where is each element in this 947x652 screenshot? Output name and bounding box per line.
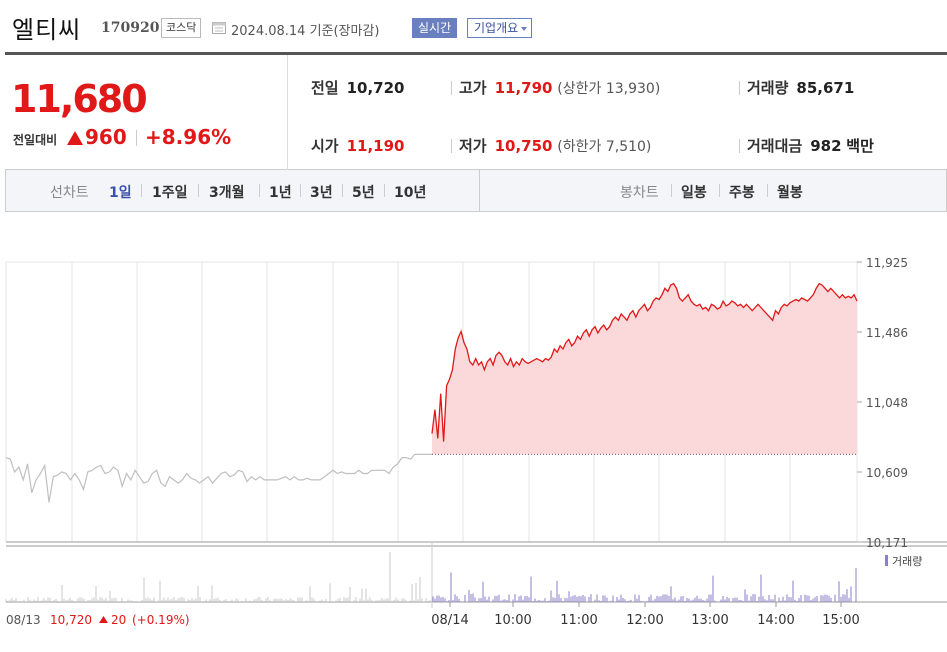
prev-day-date: 08/13 bbox=[6, 613, 41, 627]
candle-chart-label: 봉차트 bbox=[620, 185, 659, 201]
open-label: 시가 bbox=[311, 137, 339, 155]
price-change: 960 bbox=[67, 125, 127, 149]
volume-legend-label: 거래량 bbox=[892, 555, 922, 568]
upper-limit: (상한가 13,930) bbox=[557, 81, 661, 97]
calendar-icon bbox=[212, 22, 226, 34]
tab-5year[interactable]: 5년 bbox=[352, 185, 375, 201]
tab-3year[interactable]: 3년 bbox=[310, 185, 333, 201]
trade-amount-unit: 백만 bbox=[846, 137, 874, 155]
y-tick-label: 11,486 bbox=[866, 326, 908, 340]
tab-1day[interactable]: 1일 bbox=[109, 185, 132, 201]
trade-amount: 거래대금 982 백만 bbox=[747, 135, 874, 156]
company-overview-label: 기업개요 bbox=[474, 21, 519, 35]
low-label: 저가 bbox=[459, 137, 487, 155]
tab-monthly-candle[interactable]: 월봉 bbox=[777, 185, 803, 201]
realtime-button[interactable]: 실시간 bbox=[412, 18, 458, 38]
quote-panel: 11,680 전일대비 960 +8.96% 전일 10,720 시가 11,190… bbox=[5, 52, 947, 170]
trade-amount-label: 거래대금 bbox=[747, 137, 803, 155]
tab-weekly-candle[interactable]: 주봉 bbox=[729, 185, 755, 201]
price-chart: 11,925 11,486 11,048 10,609 10,171 08/14 10:0… bbox=[5, 256, 947, 628]
volume-legend: 거래량 bbox=[885, 555, 922, 568]
price-change-pct: +8.96% bbox=[136, 125, 231, 149]
lower-limit: (하한가 7,510) bbox=[557, 139, 652, 155]
prev-close-label: 전일 bbox=[311, 79, 339, 97]
stock-code: 170920 bbox=[101, 20, 160, 36]
volume: 거래량 85,671 bbox=[747, 77, 854, 98]
prev-close: 전일 10,720 bbox=[311, 77, 405, 98]
market-badge: 코스닥 bbox=[161, 18, 202, 38]
x-axis-label: 14:00 bbox=[757, 613, 794, 628]
line-chart-label: 선차트 bbox=[50, 185, 89, 201]
x-axis-label: 13:00 bbox=[691, 613, 728, 628]
high-price: 고가 11,790 (상한가 13,930) bbox=[459, 77, 660, 98]
low-value: 10,750 bbox=[494, 137, 553, 155]
volume-legend-swatch bbox=[885, 555, 888, 566]
stock-header: 엘티씨 170920 코스닥 2024.08.14 기준(장마감) 실시간 기업… bbox=[0, 0, 947, 52]
prev-day-change: 20 bbox=[111, 613, 126, 627]
stock-name: 엘티씨 bbox=[12, 16, 82, 44]
prev-day-close: 10,720 bbox=[50, 613, 92, 627]
up-triangle-icon bbox=[67, 131, 83, 145]
x-axis-label: 12:00 bbox=[626, 613, 663, 628]
high-value: 11,790 bbox=[494, 79, 553, 97]
today-price-area bbox=[432, 283, 857, 455]
prev-day-price-line bbox=[5, 453, 432, 503]
tab-daily-candle[interactable]: 일봉 bbox=[681, 185, 707, 201]
price-change-value: 960 bbox=[85, 125, 127, 149]
x-axis-label: 10:00 bbox=[494, 613, 531, 628]
x-axis-label: 15:00 bbox=[822, 613, 859, 628]
company-overview-dropdown[interactable]: 기업개요 bbox=[467, 18, 533, 38]
prev-day-change-pct: (+0.19%) bbox=[132, 613, 190, 627]
quote-date: 2024.08.14 기준(장마감) bbox=[231, 24, 380, 39]
prev-day-summary: 08/13 10,720 20 (+0.19%) bbox=[6, 613, 190, 627]
trade-amount-value: 982 bbox=[810, 137, 842, 155]
price-change-pct-value: +8.96% bbox=[145, 125, 232, 149]
prev-day-up-triangle-icon bbox=[99, 616, 108, 623]
chevron-down-icon bbox=[521, 26, 528, 31]
y-tick-label: 11,925 bbox=[866, 256, 908, 270]
open-value: 11,190 bbox=[346, 137, 405, 155]
tab-3month[interactable]: 3개월 bbox=[209, 185, 245, 201]
tab-1year[interactable]: 1년 bbox=[269, 185, 292, 201]
volume-label: 거래량 bbox=[747, 79, 789, 97]
chart-period-tabs: 선차트 1일 1주일 3개월 1년 3년 5년 10년 봉차트 일봉 주봉 월봉 bbox=[5, 170, 947, 212]
open-price: 시가 11,190 bbox=[311, 135, 405, 156]
low-price: 저가 10,750 (하한가 7,510) bbox=[459, 135, 651, 156]
volume-value: 85,671 bbox=[796, 79, 855, 97]
current-price: 11,680 bbox=[11, 77, 148, 121]
prev-close-value: 10,720 bbox=[346, 79, 405, 97]
today-price-line bbox=[431, 282, 858, 442]
x-axis-label: 11:00 bbox=[560, 613, 597, 628]
y-tick-label: 10,171 bbox=[866, 536, 908, 550]
tab-1week[interactable]: 1주일 bbox=[152, 185, 188, 201]
tab-10year[interactable]: 10년 bbox=[394, 185, 427, 201]
high-label: 고가 bbox=[459, 79, 487, 97]
y-tick-label: 11,048 bbox=[866, 396, 908, 410]
change-label: 전일대비 bbox=[13, 133, 58, 147]
x-axis-label: 08/14 bbox=[431, 613, 468, 628]
y-tick-label: 10,609 bbox=[866, 466, 908, 480]
